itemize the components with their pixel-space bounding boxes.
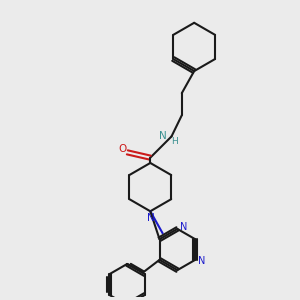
Text: O: O xyxy=(118,144,126,154)
Text: N: N xyxy=(198,256,206,266)
Text: N: N xyxy=(147,213,155,223)
Text: N: N xyxy=(180,222,188,233)
Text: N: N xyxy=(159,131,167,141)
Text: H: H xyxy=(171,137,178,146)
